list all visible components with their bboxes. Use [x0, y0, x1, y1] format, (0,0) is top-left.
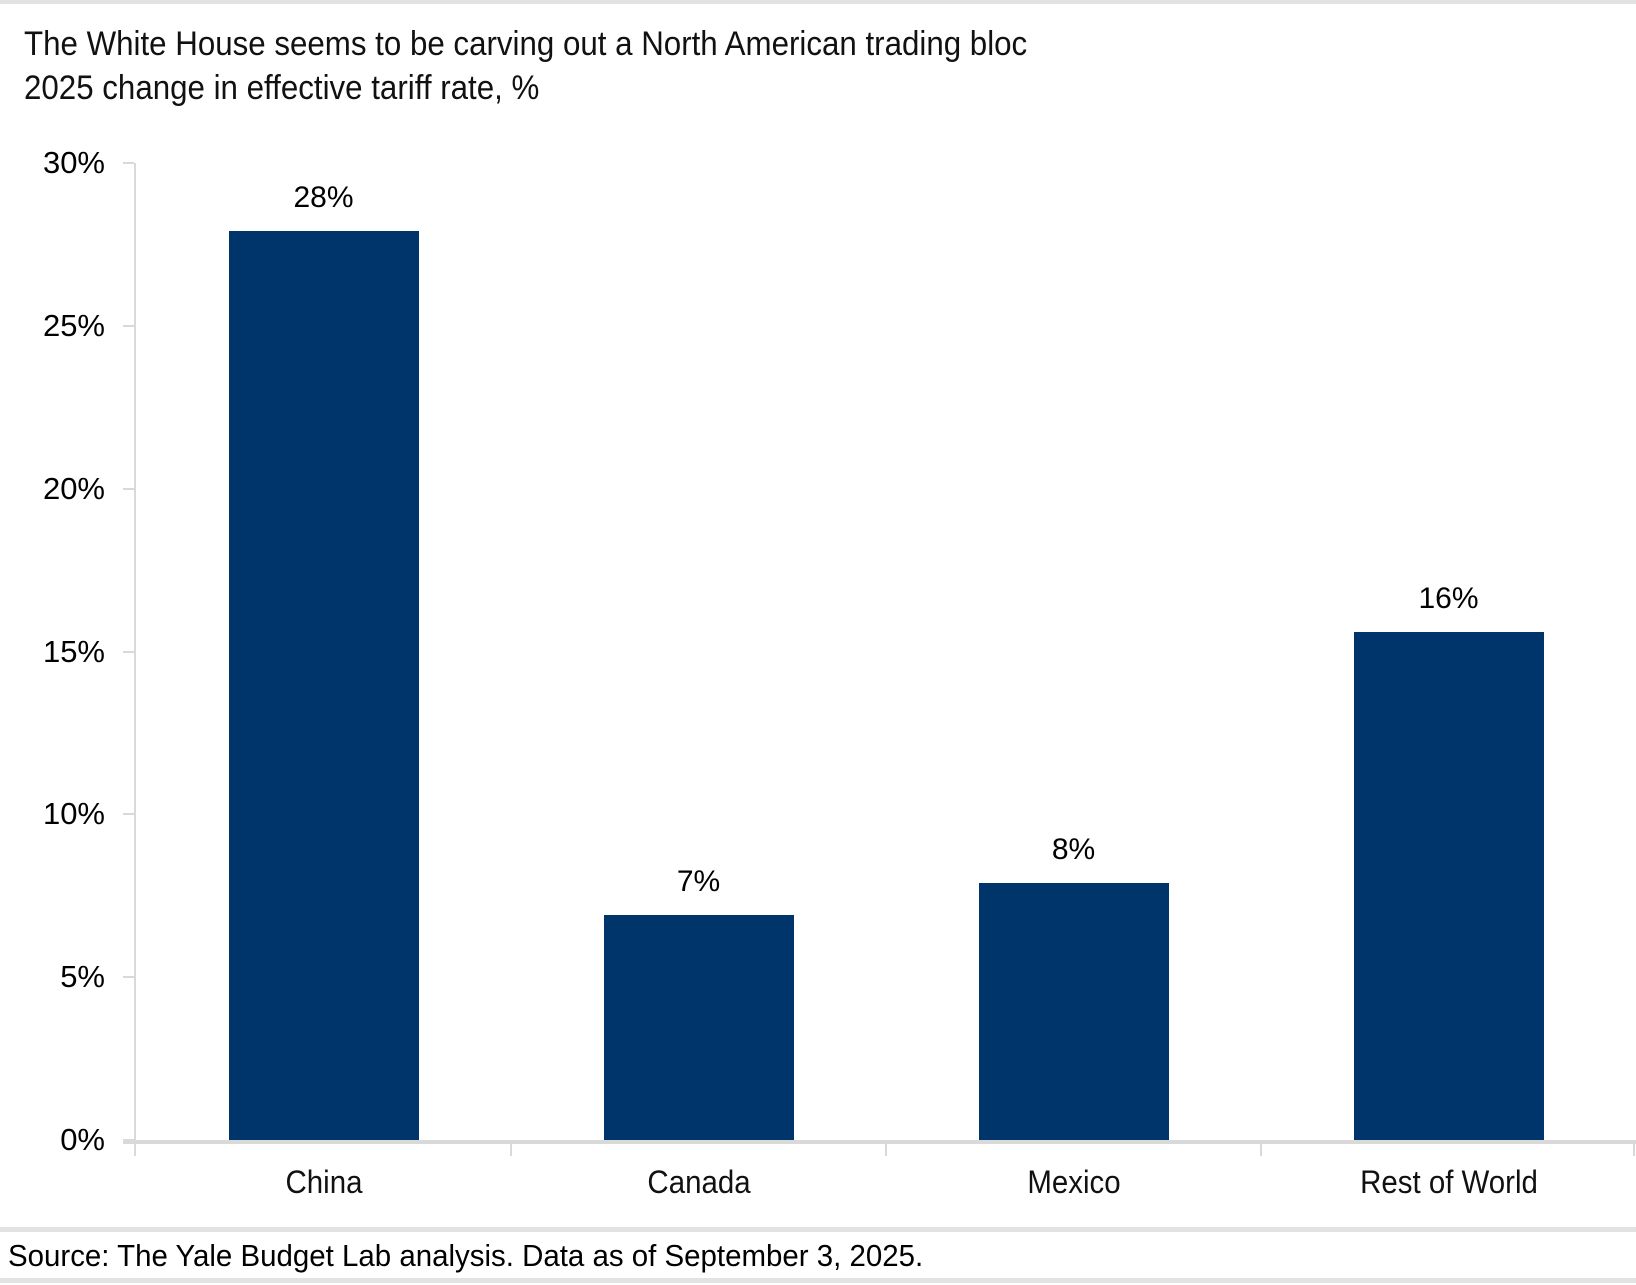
- bar-canada: [603, 915, 794, 1140]
- bar-china: [228, 231, 419, 1140]
- y-axis-line: [134, 163, 136, 1156]
- y-tick-label: 5%: [60, 959, 105, 995]
- source-note: Source: The Yale Budget Lab analysis. Da…: [8, 1238, 924, 1273]
- y-tick: [123, 650, 134, 653]
- x-tick: [1260, 1144, 1262, 1156]
- y-tick: [123, 1139, 134, 1141]
- y-tick-label: 25%: [42, 307, 105, 343]
- top-divider: [0, 0, 1636, 4]
- x-tick: [510, 1144, 512, 1156]
- footer-divider-top: [0, 1227, 1636, 1232]
- bar-value-label: 7%: [676, 865, 721, 899]
- y-tick-label: 20%: [42, 470, 105, 506]
- y-tick-label: 10%: [42, 796, 105, 832]
- footer-divider-bottom: [0, 1278, 1636, 1283]
- x-tick: [885, 1144, 887, 1156]
- chart-title: The White House seems to be carving out …: [24, 25, 1028, 63]
- x-tick: [1633, 1144, 1635, 1156]
- y-tick: [123, 162, 134, 164]
- bar-value-label: 8%: [1051, 832, 1096, 866]
- bar-rest-of-world: [1353, 631, 1544, 1140]
- x-axis-line: [123, 1140, 1636, 1144]
- chart-subtitle: 2025 change in effective tariff rate, %: [24, 69, 540, 107]
- y-tick: [123, 324, 134, 327]
- y-tick: [123, 976, 134, 979]
- bar-mexico: [978, 882, 1169, 1140]
- bar-value-label: 16%: [1418, 581, 1479, 615]
- x-category-label: Canada: [646, 1164, 751, 1200]
- y-tick-label: 0%: [60, 1122, 105, 1157]
- y-tick: [123, 487, 134, 490]
- x-category-label: Rest of World: [1359, 1164, 1538, 1200]
- bar-value-label: 28%: [293, 181, 354, 215]
- y-tick-label: 15%: [42, 633, 105, 669]
- y-tick: [123, 813, 134, 816]
- x-category-label: Mexico: [1026, 1164, 1121, 1200]
- y-tick-label: 30%: [42, 145, 105, 180]
- x-category-label: China: [285, 1164, 362, 1200]
